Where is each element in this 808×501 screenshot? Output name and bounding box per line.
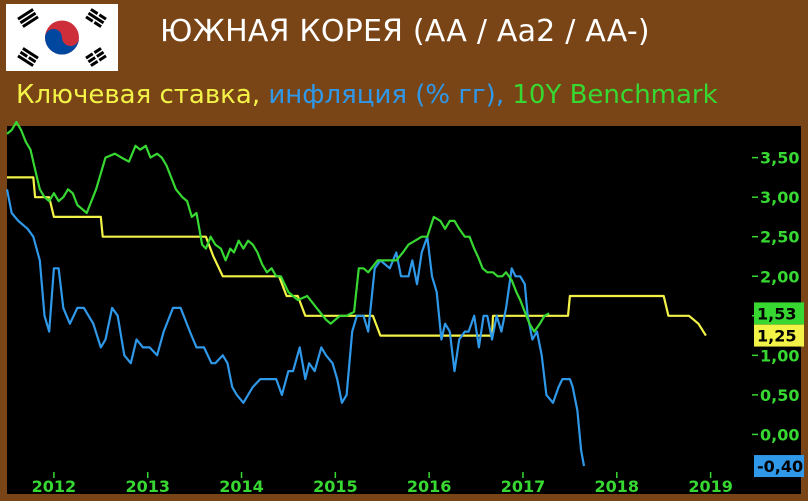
y-tick-label: 2,50 (760, 228, 799, 247)
x-tick-label: 2014 (219, 477, 264, 496)
series-line-policy-rate (7, 176, 707, 337)
last-value-label: 1,53 (757, 304, 796, 323)
last-value-label: 1,25 (757, 327, 796, 346)
x-tick-label: 2013 (125, 477, 170, 496)
y-tick-label: 2,00 (760, 267, 799, 286)
subtitle-10y-benchmark: 10Y Benchmark (512, 80, 718, 110)
series-line-inflation (5, 189, 586, 467)
series-line-10y-benchmark (6, 120, 550, 333)
plot-area (7, 126, 801, 494)
chart-subtitle: Ключевая ставка, инфляция (% гг), 10Y Be… (16, 80, 718, 110)
subtitle-inflation: инфляция (% гг), (268, 80, 513, 110)
y-tick-label: 3,00 (760, 188, 799, 207)
page-title: ЮЖНАЯ КОРЕЯ (AA / Aa2 / AA-) (160, 14, 650, 49)
last-value-badge (754, 302, 804, 325)
y-tick-label: 3,50 (760, 149, 799, 168)
south-korea-flag-icon (6, 4, 118, 71)
y-tick-label: 0,00 (760, 425, 799, 444)
x-tick-label: 2015 (313, 477, 358, 496)
line-chart: 3,503,002,502,001,501,000,500,00 2012201… (5, 120, 804, 496)
x-tick-label: 2017 (501, 477, 546, 496)
header-bar: ЮЖНАЯ КОРЕЯ (AA / Aa2 / AA-) (0, 0, 808, 74)
last-value-badge (754, 324, 804, 347)
last-value-badge (754, 455, 804, 478)
x-tick-label: 2016 (407, 477, 452, 496)
y-tick-label: 0,50 (760, 386, 799, 405)
x-tick-label: 2018 (595, 477, 640, 496)
x-tick-label: 2019 (688, 477, 733, 496)
x-tick-label: 2012 (32, 477, 77, 496)
subtitle-policy-rate: Ключевая ставка, (16, 80, 269, 110)
last-value-label: -0,40 (757, 457, 803, 476)
y-tick-label: 1,00 (760, 346, 799, 365)
